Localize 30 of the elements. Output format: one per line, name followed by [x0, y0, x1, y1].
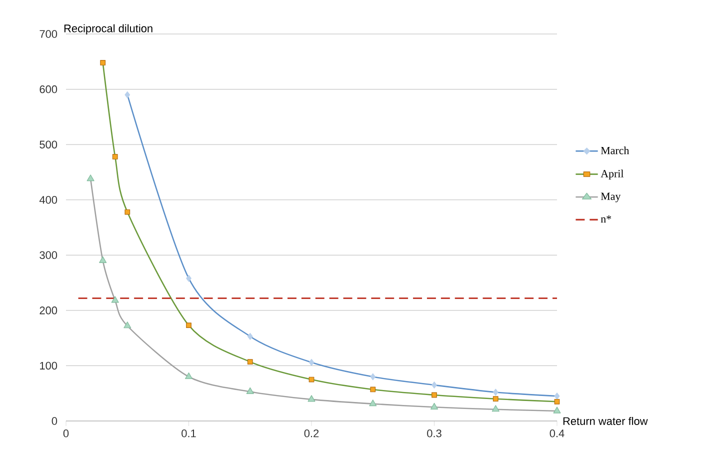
point: [86, 174, 94, 182]
y-tick-label: 0: [52, 417, 58, 425]
point: [111, 296, 119, 303]
point: [430, 402, 438, 410]
x-tick-label: 0.3: [427, 430, 442, 438]
x-tick-label: 0: [63, 430, 69, 438]
point: [185, 372, 193, 380]
legend-label: March: [600, 146, 630, 154]
y-tick-label: 500: [40, 140, 58, 148]
y-tick-label: 300: [40, 251, 58, 260]
y-tick-label: 100: [40, 362, 58, 370]
point: [99, 256, 107, 263]
y-tick-label: 700: [40, 30, 58, 38]
x-tick-label: 0.1: [182, 430, 196, 438]
point: [246, 387, 254, 394]
point: [492, 405, 500, 412]
legend-label: April: [600, 170, 624, 180]
y-axis-title: Reciprocal dilution: [64, 24, 152, 34]
point: [308, 395, 316, 402]
point: [124, 322, 132, 328]
y-tick-label: 200: [40, 306, 58, 314]
legend-label: n*: [600, 215, 612, 223]
x-tick-label: 0.4: [550, 430, 564, 438]
legend-label: May: [600, 192, 621, 202]
y-tick-label: 600: [40, 85, 58, 94]
y-tick-label: 400: [39, 196, 58, 204]
x-axis-title: Return water flow: [563, 416, 648, 426]
point: [553, 406, 561, 414]
point: [369, 400, 377, 406]
x-tick-label: 0.2: [304, 430, 319, 438]
